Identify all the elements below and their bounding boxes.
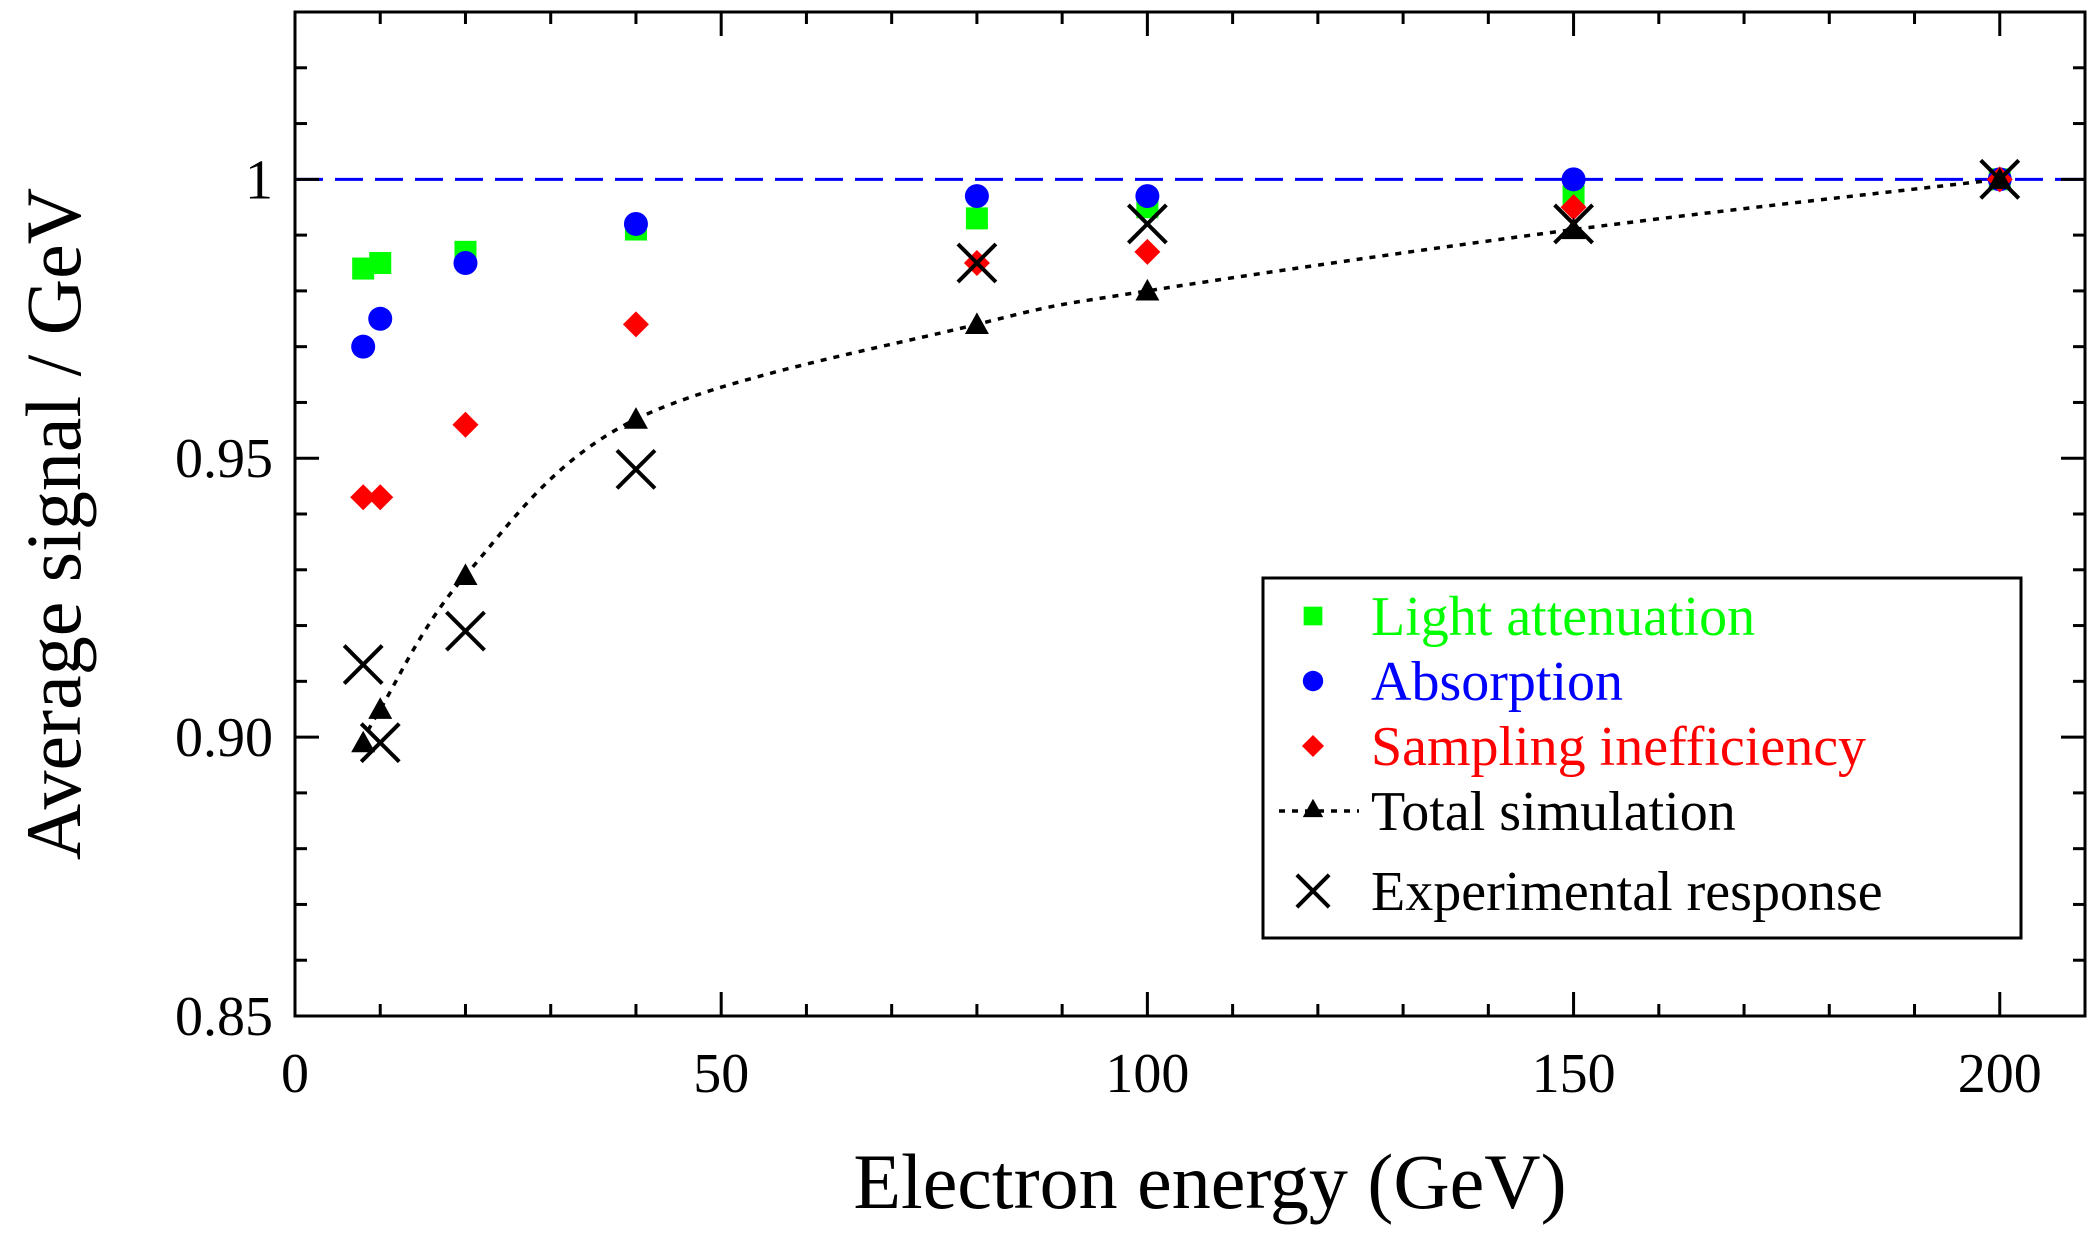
legend-label: Sampling inefficiency [1371,716,1866,778]
data-point [350,484,377,511]
data-point [368,306,393,331]
data-point [1553,203,1594,245]
legend-label: Total simulation [1371,781,1736,843]
legend-box [1261,576,2023,940]
legend-marker [1301,734,1325,758]
y-tick-label: 1 [245,149,273,211]
data-point [359,722,401,764]
legend-label: Experimental response [1371,861,1883,923]
data-point [445,610,486,652]
y-tick-label: 0.85 [175,986,273,1048]
data-point [1979,158,2021,200]
data-point [1561,167,1586,192]
x-stroke [1553,203,1594,245]
x-tick-label: 50 [693,1043,749,1105]
data-point [351,730,376,753]
x-stroke [956,242,998,284]
data-point [452,411,479,438]
data-point [342,644,384,686]
data-point [623,211,648,236]
data-point [368,697,393,719]
y-tick-label: 0.90 [175,707,273,769]
series-0 [352,168,2011,280]
x-stroke [615,448,657,490]
legend-marker [1295,873,1331,909]
legend-marker [1302,670,1324,692]
data-point [1135,278,1160,301]
data-point [369,252,392,274]
legend-label: Light attenuation [1371,586,1755,648]
x-tick-label: 100 [1105,1043,1189,1105]
data-point [1135,184,1160,209]
data-point [367,484,394,511]
x-tick-label: 200 [1958,1043,2042,1105]
data-point [1126,203,1168,245]
legend-marker [1303,606,1323,626]
legend-label: Absorption [1371,651,1623,713]
y-axis-title: Average signal / GeV [10,188,97,860]
series-1 [351,167,2012,359]
data-point [615,448,657,490]
legend-marker [1302,798,1324,818]
data-point [956,242,998,284]
data-point [965,207,988,230]
x-stroke [445,610,486,652]
plot-area [295,158,2085,764]
x-tick-label: 0 [281,1043,309,1105]
x-axis-title: Electron energy (GeV) [853,1138,1566,1225]
x-stroke [1979,158,2021,200]
data-point [1134,238,1161,265]
series-4 [342,158,2021,764]
data-point [453,563,478,585]
data-point [964,184,989,209]
axes: 0 50 100 150 200 0.85 0.90 0.95 1 Electron energy… [10,10,2087,1225]
data-point [351,334,376,359]
data-point [622,311,649,338]
y-tick-label: 0.95 [175,428,273,490]
data-point [453,251,478,275]
data-point [1561,217,1586,240]
data-point [623,407,648,429]
data-point [964,312,989,334]
x-stroke [342,644,384,686]
series-2 [350,166,2013,511]
data-point [352,257,375,280]
x-stroke [1126,203,1168,245]
data-point [1560,194,1587,221]
x-stroke [359,722,401,764]
x-tick-label: 150 [1532,1043,1616,1105]
x-stroke [1295,873,1331,909]
